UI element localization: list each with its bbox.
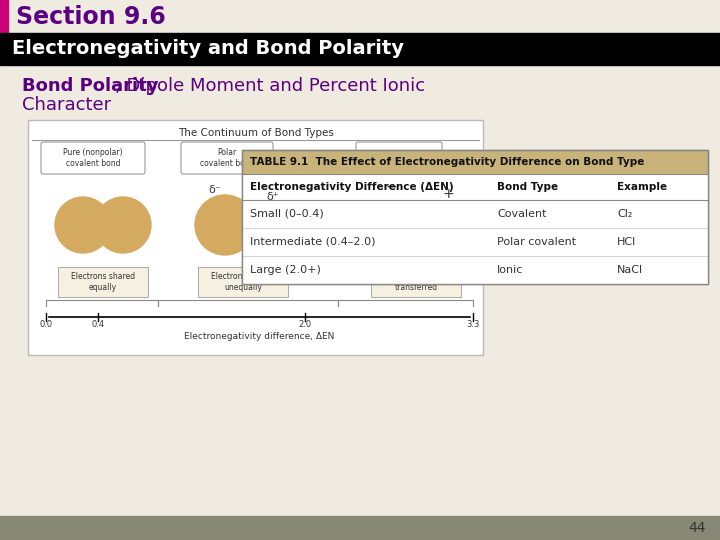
Text: Electrons
transferred: Electrons transferred — [395, 272, 438, 292]
Text: HCl: HCl — [617, 237, 636, 247]
Bar — [0, 33, 720, 65]
Text: Ionic bond: Ionic bond — [379, 151, 419, 159]
Text: +: + — [442, 187, 454, 201]
Bar — [58, 267, 148, 297]
Text: Covalent: Covalent — [497, 209, 546, 219]
Text: 0.4: 0.4 — [91, 320, 104, 329]
Bar — [0, 516, 720, 540]
Text: Bond Polarity: Bond Polarity — [22, 77, 158, 95]
Bar — [242, 228, 708, 256]
Circle shape — [245, 205, 285, 245]
Bar — [242, 256, 708, 284]
Bar — [28, 120, 483, 355]
Text: Example: Example — [617, 182, 667, 192]
Text: δ⁺: δ⁺ — [266, 192, 279, 202]
Text: , Dipole Moment and Percent Ionic: , Dipole Moment and Percent Ionic — [115, 77, 425, 95]
FancyBboxPatch shape — [356, 142, 442, 168]
Text: Electrons shared
unequally: Electrons shared unequally — [211, 272, 275, 292]
Circle shape — [420, 203, 464, 247]
Text: Polar
covalent bond: Polar covalent bond — [199, 148, 254, 168]
Bar — [242, 150, 708, 284]
Text: Electronegativity Difference (ΔEN): Electronegativity Difference (ΔEN) — [250, 182, 454, 192]
Text: NaCl: NaCl — [617, 265, 643, 275]
FancyBboxPatch shape — [181, 142, 273, 174]
Circle shape — [55, 197, 111, 253]
Text: Electronegativity difference, ΔEN: Electronegativity difference, ΔEN — [184, 332, 335, 341]
Text: Small (0–0.4): Small (0–0.4) — [250, 209, 324, 219]
Text: −: − — [385, 180, 397, 194]
Bar — [371, 267, 461, 297]
Text: 3.3: 3.3 — [467, 320, 480, 329]
Text: Section 9.6: Section 9.6 — [16, 4, 166, 29]
FancyBboxPatch shape — [41, 142, 145, 174]
Text: 2.0: 2.0 — [298, 320, 311, 329]
Text: Electronegativity and Bond Polarity: Electronegativity and Bond Polarity — [12, 39, 404, 58]
Text: Polar covalent: Polar covalent — [497, 237, 576, 247]
Text: 0.0: 0.0 — [40, 320, 53, 329]
Text: Intermediate (0.4–2.0): Intermediate (0.4–2.0) — [250, 237, 376, 247]
Text: Pure (nonpolar)
covalent bond: Pure (nonpolar) covalent bond — [63, 148, 123, 168]
Circle shape — [366, 193, 430, 257]
Text: Cl₂: Cl₂ — [617, 209, 632, 219]
Circle shape — [95, 197, 151, 253]
Text: Electrons shared
equally: Electrons shared equally — [71, 272, 135, 292]
Text: Ionic: Ionic — [497, 265, 523, 275]
Bar — [242, 150, 708, 284]
Bar — [0, 0, 8, 33]
Text: The Continuum of Bond Types: The Continuum of Bond Types — [178, 128, 333, 138]
Text: Bond Type: Bond Type — [497, 182, 558, 192]
Bar — [242, 200, 708, 228]
Bar — [242, 174, 708, 200]
Text: 44: 44 — [688, 521, 706, 535]
Bar — [198, 267, 288, 297]
Circle shape — [195, 195, 255, 255]
Text: Large (2.0+): Large (2.0+) — [250, 265, 321, 275]
Text: Character: Character — [22, 96, 111, 114]
Text: TABLE 9.1  The Effect of Electronegativity Difference on Bond Type: TABLE 9.1 The Effect of Electronegativit… — [250, 157, 644, 167]
Text: δ⁻: δ⁻ — [209, 185, 221, 195]
